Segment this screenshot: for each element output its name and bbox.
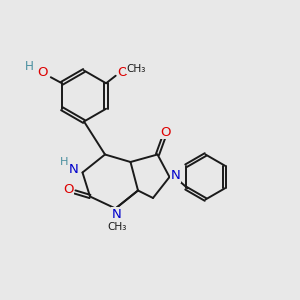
- Text: N: N: [112, 208, 122, 221]
- Text: O: O: [117, 66, 128, 79]
- Text: H: H: [25, 60, 33, 73]
- Text: N: N: [171, 169, 180, 182]
- Text: H: H: [60, 157, 68, 167]
- Text: O: O: [161, 125, 171, 139]
- Text: N: N: [69, 163, 79, 176]
- Text: CH₃: CH₃: [126, 64, 146, 74]
- Text: CH₃: CH₃: [107, 221, 127, 232]
- Text: O: O: [37, 66, 48, 79]
- Text: O: O: [63, 183, 74, 196]
